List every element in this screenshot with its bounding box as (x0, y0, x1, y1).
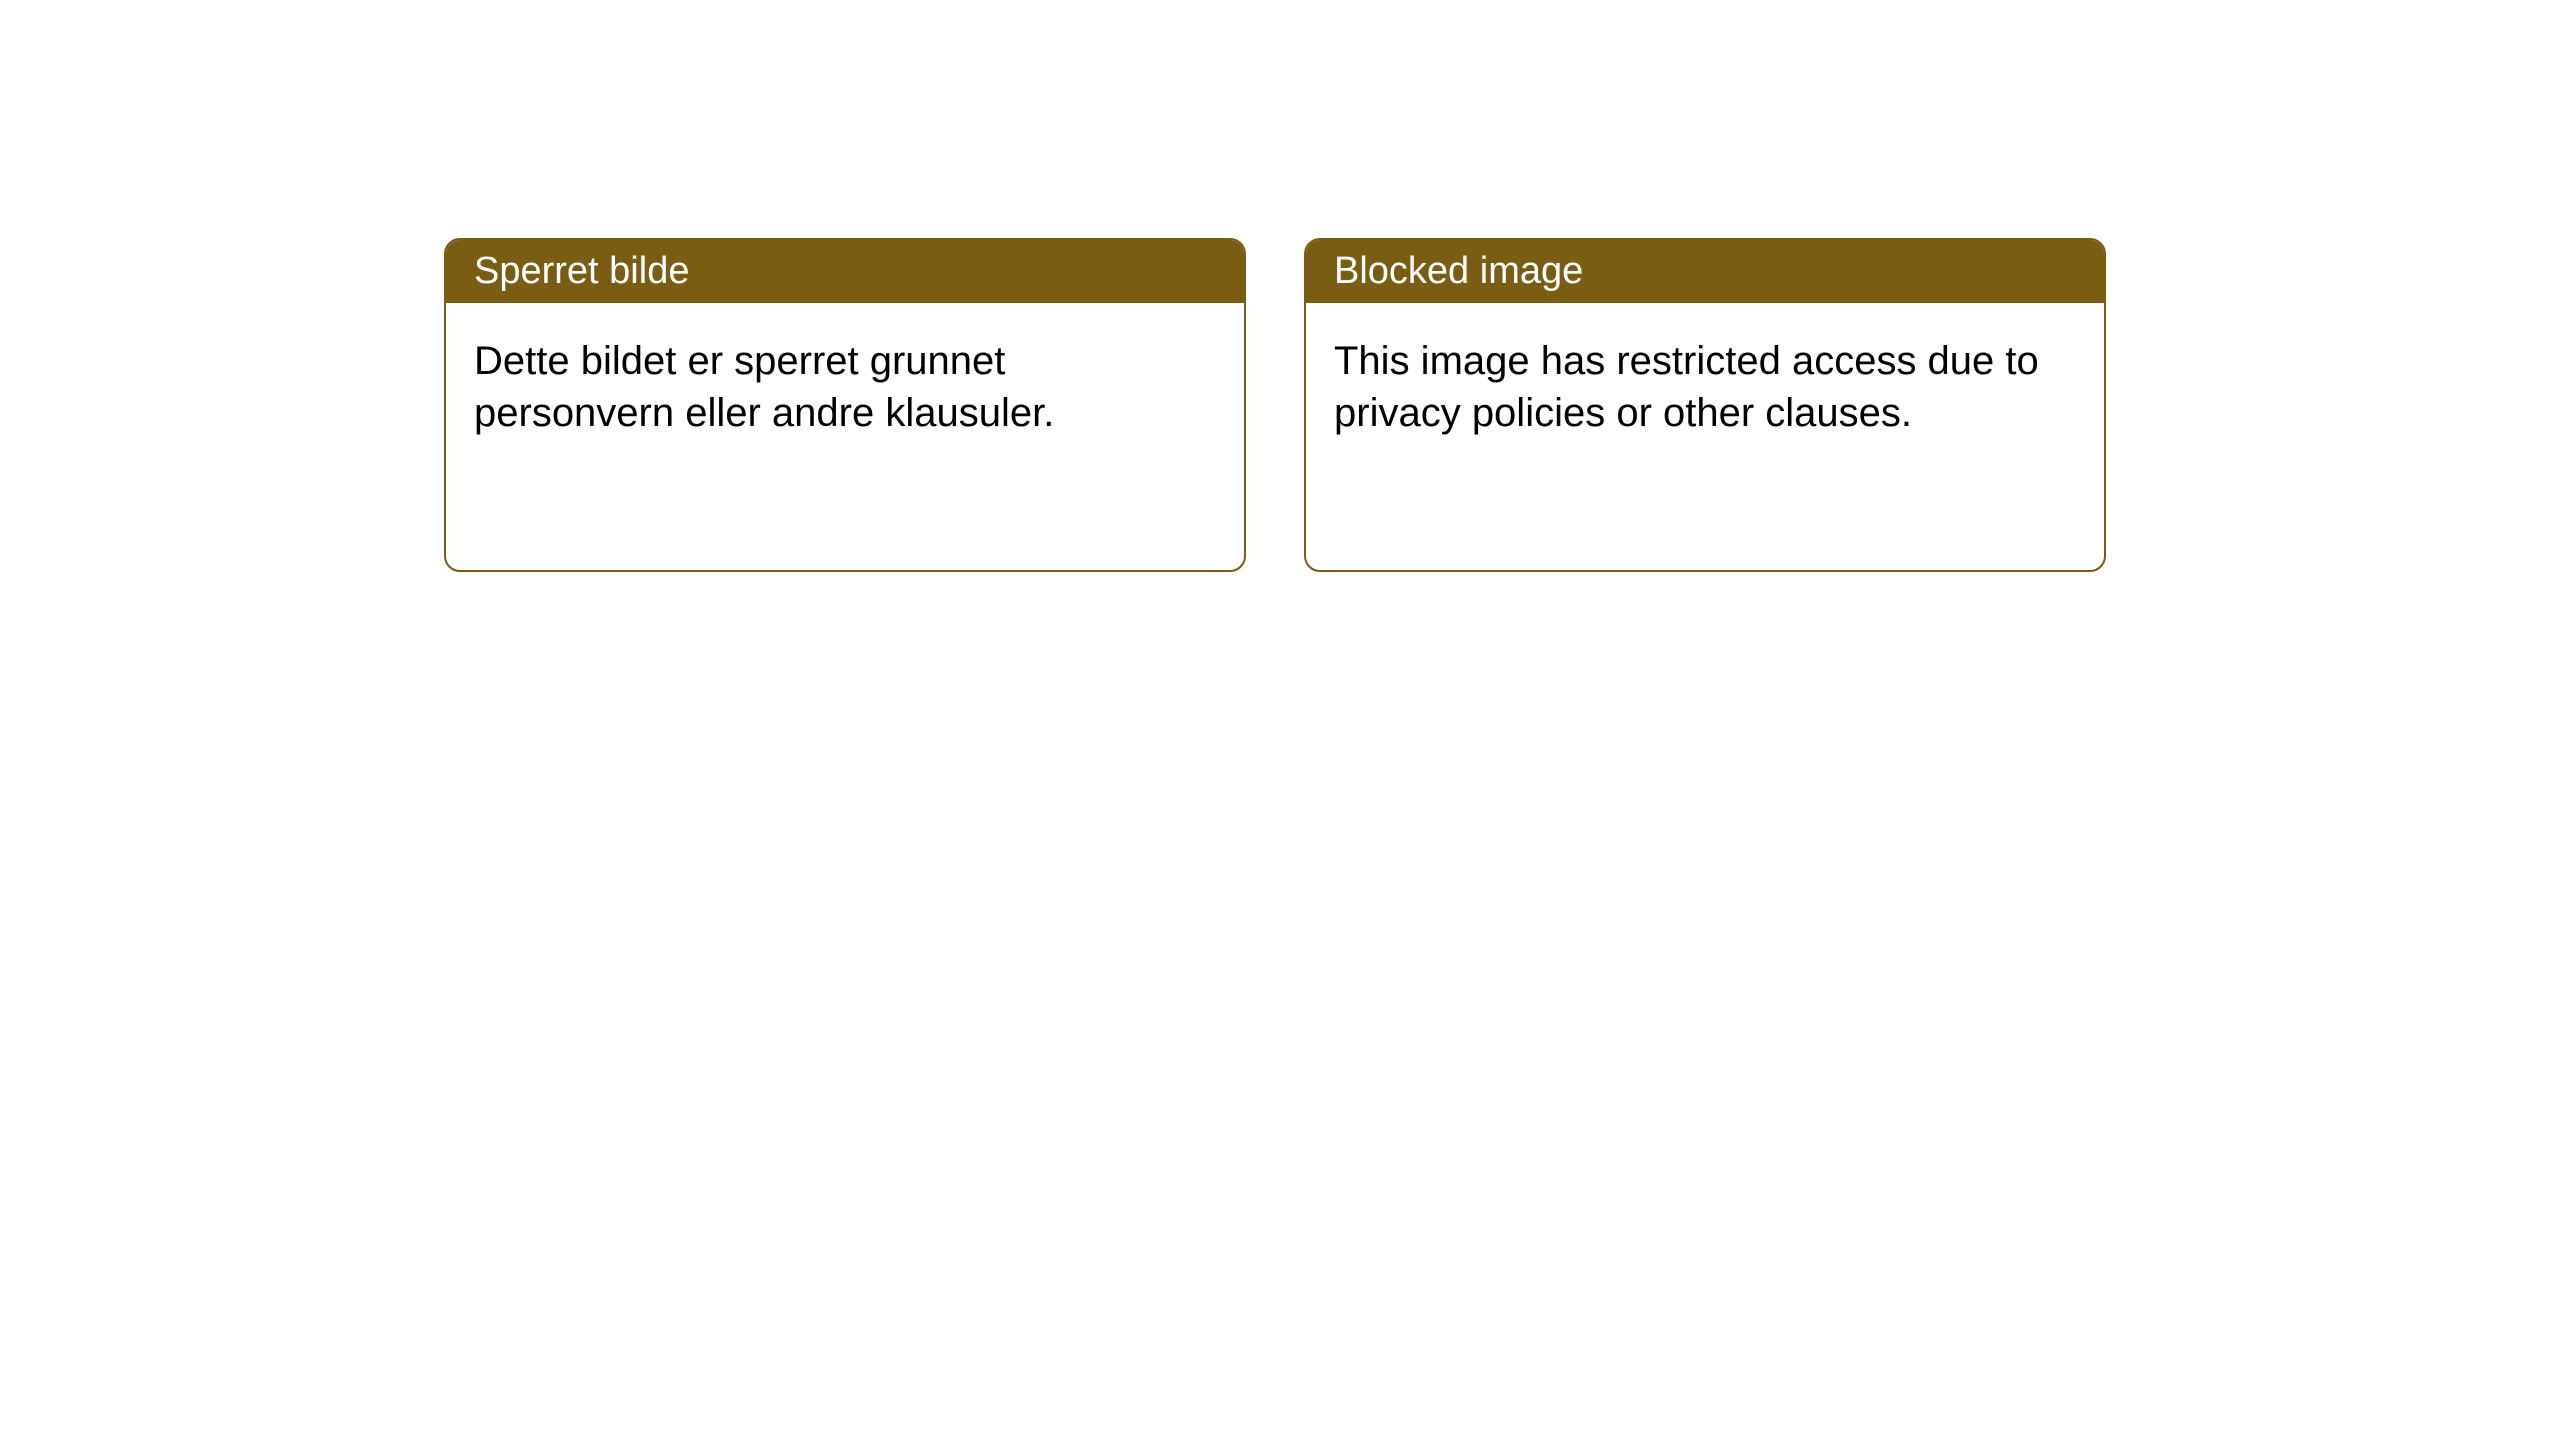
notice-header-en: Blocked image (1306, 240, 2104, 303)
notice-title-no: Sperret bilde (474, 250, 689, 292)
notice-body-no: Dette bildet er sperret grunnet personve… (446, 303, 1244, 471)
notice-container: Sperret bilde Dette bildet er sperret gr… (444, 238, 2106, 572)
notice-card-en: Blocked image This image has restricted … (1304, 238, 2106, 572)
notice-header-no: Sperret bilde (446, 240, 1244, 303)
notice-text-no: Dette bildet er sperret grunnet personve… (474, 339, 1054, 435)
notice-title-en: Blocked image (1334, 250, 1583, 292)
notice-text-en: This image has restricted access due to … (1334, 339, 2039, 435)
notice-body-en: This image has restricted access due to … (1306, 303, 2104, 471)
notice-card-no: Sperret bilde Dette bildet er sperret gr… (444, 238, 1246, 572)
